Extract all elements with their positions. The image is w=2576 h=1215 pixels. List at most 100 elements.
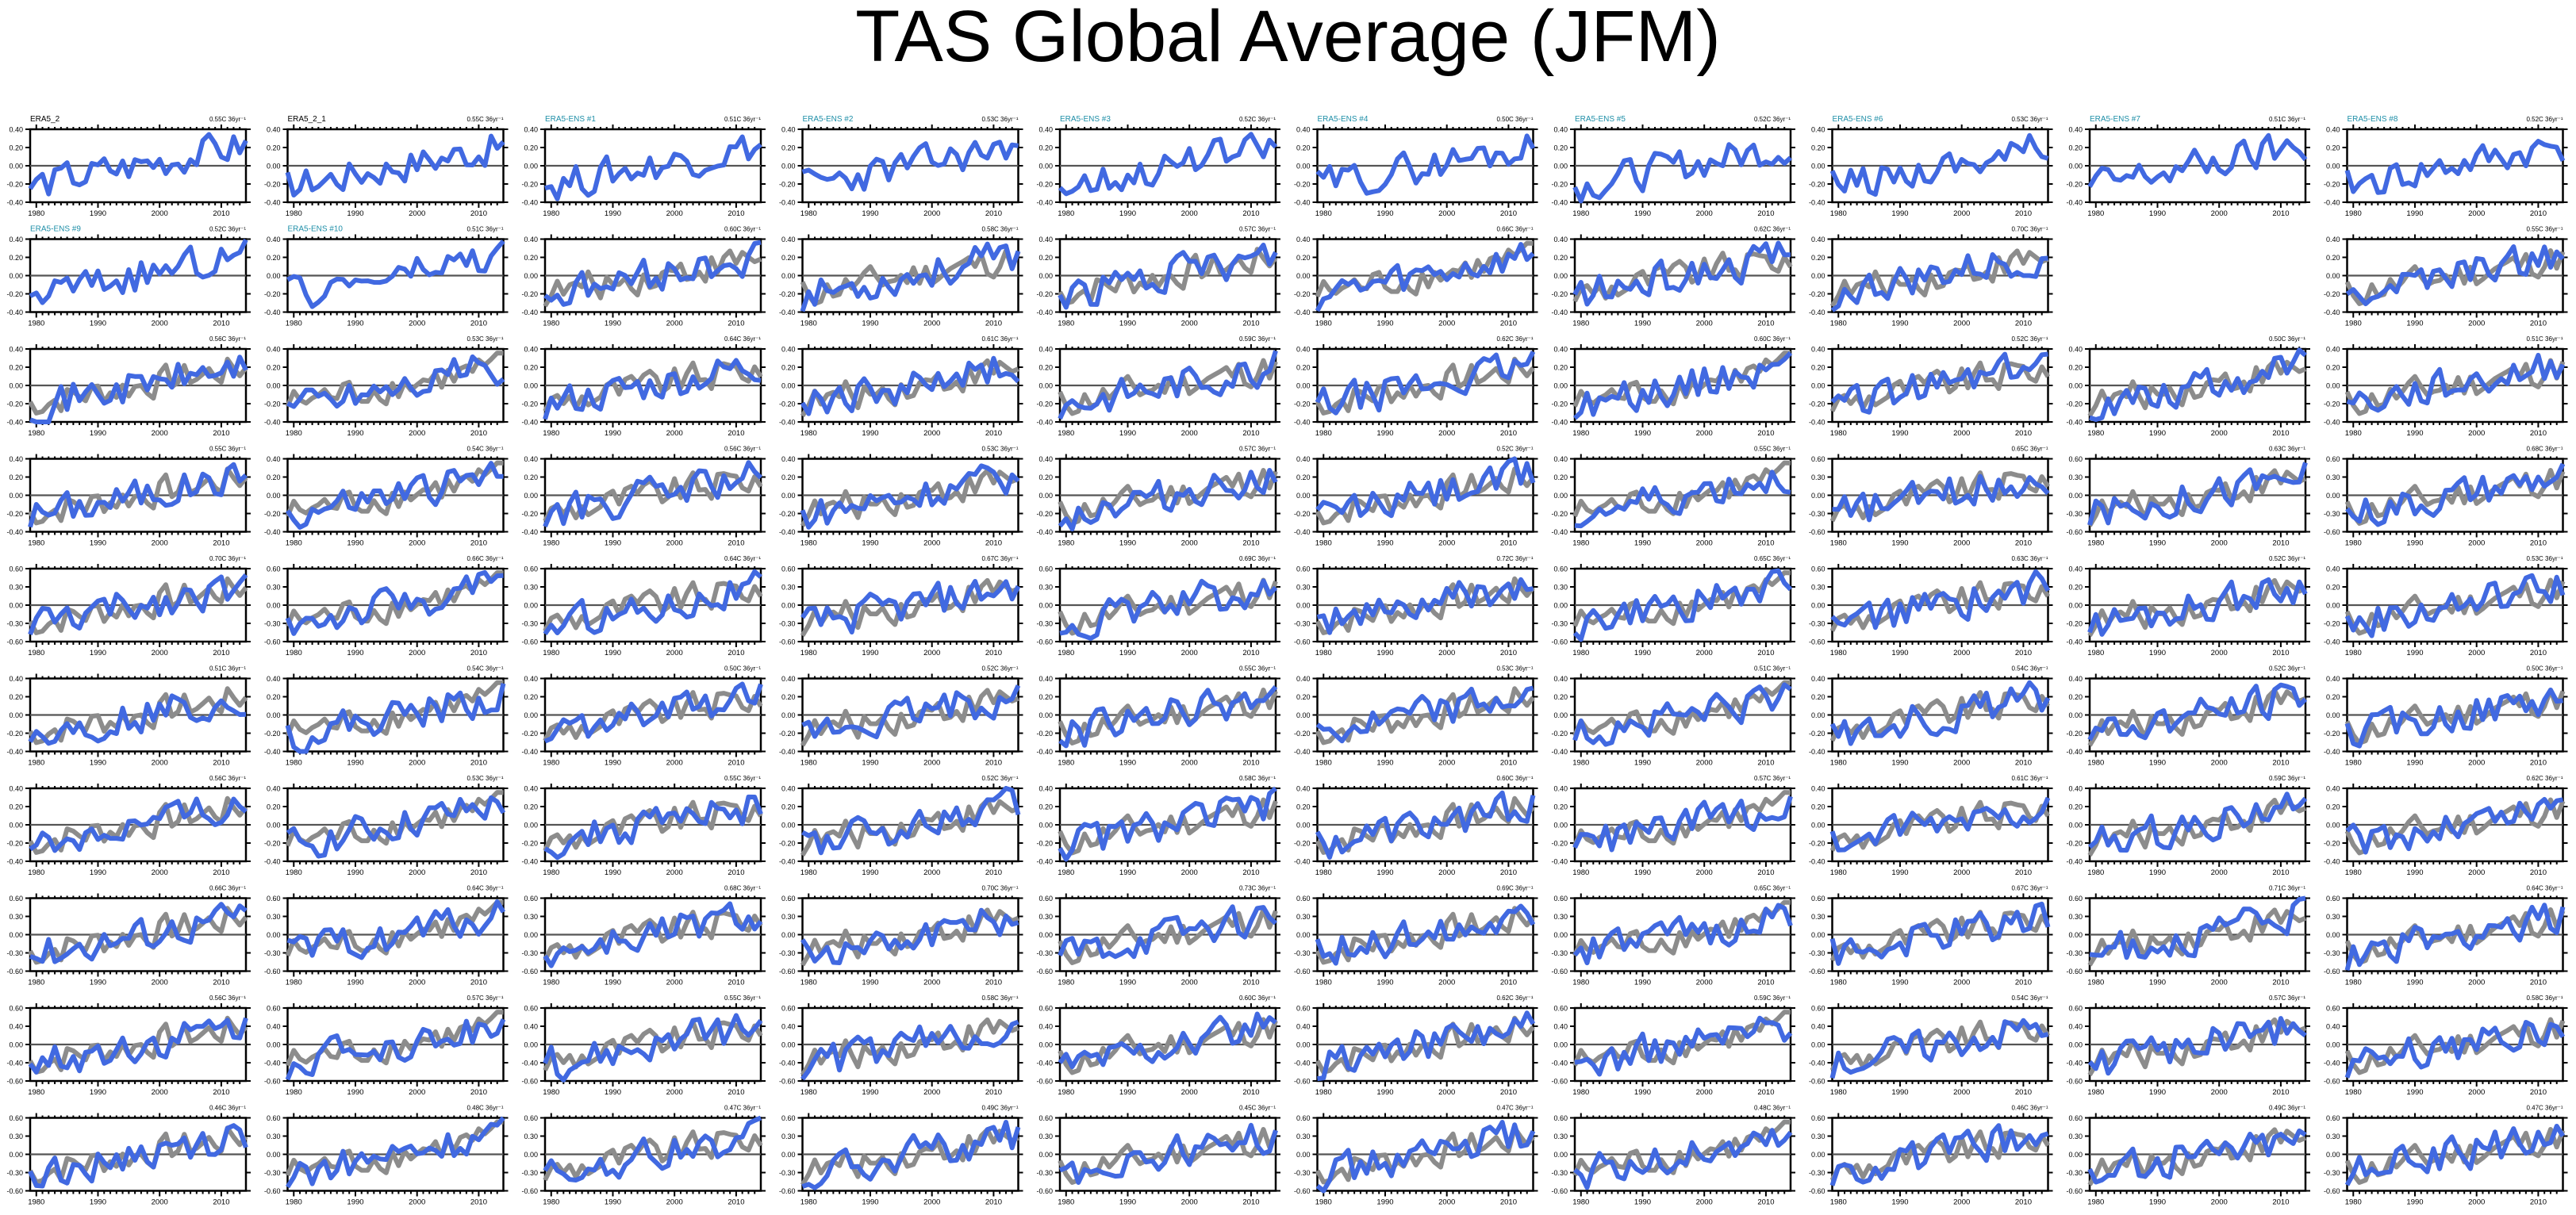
observed-series-line [1572,251,1793,303]
y-tick-label: 0.40 [524,455,538,463]
y-tick-label: 0.40 [267,455,281,463]
y-tick-label: -0.20 [779,181,796,189]
y-tick-label: 0.40 [524,346,538,354]
x-tick-label: 1990 [1376,429,1393,438]
y-tick-label: 0.00 [9,382,23,390]
y-tick-label: 0.40 [781,236,796,243]
panel-trend: 0.53C 36yr⁻¹ [981,446,1018,453]
y-tick-label: 0.40 [2068,346,2083,354]
panel: 1980 1990 2000 2010 0.40 0.20 0.00 -0.20 -0.40 0.… [6,446,251,548]
observed-series-line [285,680,504,738]
model-series-line [1059,578,1278,641]
panel: 1980 1990 2000 2010 0.40 0.20 0.00 -0.20 -0.40 0.… [779,335,1023,438]
y-tick-label: 0.20 [9,144,23,152]
panel: 1980 1990 2000 2010 0.60 0.30 0.00 -0.30 -0.60 0.… [6,555,251,657]
y-tick-label: 0.40 [267,346,281,354]
x-tick-label: 2000 [2468,429,2485,438]
model-series-line [1572,142,1793,204]
y-tick-label: 0.30 [1553,584,1568,592]
y-tick-label: -0.40 [521,419,538,427]
y-tick-label: 0.00 [781,272,796,280]
y-tick-label: 0.40 [9,236,23,243]
x-tick-label: 1980 [800,649,817,657]
model-series-line [2089,347,2307,422]
panel-trend: 0.53C 36yr⁻¹ [2526,555,2563,562]
y-tick-label: 0.30 [1811,584,1825,592]
panel-label: ERA5-ENS #5 [1575,115,1626,124]
model-series-line [1315,351,1536,416]
panel: 1980 1990 2000 2010 0.40 0.20 0.00 -0.20 -0.40 0.… [1551,226,1795,328]
panel-trend: 0.65C 36yr⁻¹ [2011,446,2048,453]
model-series-line [1058,350,1278,420]
observed-series-line [28,356,248,416]
y-tick-label: 0.20 [1811,364,1825,372]
y-tick-label: 0.00 [1296,272,1311,280]
panel-trend: 0.63C 36yr⁻¹ [2011,555,2048,562]
panel: 1980 1990 2000 2010 0.40 0.20 0.00 -0.20 -0.40 0.… [2066,555,2310,657]
y-tick-label: 0.40 [1038,126,1053,134]
y-tick-label: -0.20 [6,510,23,518]
y-tick-label: 0.20 [2326,254,2340,262]
x-tick-label: 1980 [1058,320,1074,328]
x-tick-label: 1980 [2087,209,2104,218]
y-tick-label: -0.20 [264,730,281,738]
y-tick-label: 0.40 [2068,126,2083,134]
x-tick-label: 1990 [90,429,106,438]
x-tick-label: 2010 [727,320,744,328]
y-tick-label: 0.00 [1296,382,1311,390]
y-tick-label: -0.30 [2066,510,2083,518]
y-tick-label: -0.40 [2066,638,2083,646]
panel-trend: 0.51C 36yr⁻¹ [466,226,503,233]
panel: 1980 1990 2000 2010 0.40 0.20 0.00 -0.20 -0.40 0.… [2066,335,2310,438]
y-tick-label: 0.60 [2326,455,2340,463]
observed-series-line [543,580,763,632]
model-series-line [543,240,762,307]
y-tick-label: -0.20 [1036,181,1053,189]
panel: 1980 1990 2000 2010 0.40 0.20 0.00 -0.20 -0.40 ER… [521,115,766,218]
x-tick-label: 2000 [923,759,940,768]
x-tick-label: 2000 [1438,209,1455,218]
y-tick-label: 0.00 [2068,492,2083,500]
x-tick-label: 2010 [470,539,487,548]
x-tick-label: 2000 [2468,539,2485,548]
y-tick-label: 0.00 [2068,163,2083,171]
x-tick-label: 1980 [2345,209,2362,218]
panel: 1980 1990 2000 2010 0.40 0.20 0.00 -0.20 -0.40 ER… [1294,115,1538,218]
x-tick-label: 2010 [2015,209,2032,218]
y-tick-label: -0.20 [779,401,796,408]
y-tick-label: -0.20 [6,290,23,298]
x-tick-label: 2010 [2530,429,2547,438]
panel-trend: 0.64C 36yr⁻¹ [724,335,761,343]
x-tick-label: 1980 [800,429,817,438]
x-tick-label: 1990 [1634,539,1651,548]
x-tick-label: 1990 [605,539,621,548]
y-tick-label: 0.40 [9,126,23,134]
x-tick-label: 1980 [543,320,559,328]
y-tick-label: -0.40 [521,199,538,207]
x-tick-label: 1990 [2406,649,2423,657]
x-tick-label: 2000 [1181,429,1198,438]
y-tick-label: 0.00 [781,492,796,500]
y-tick-label: -0.40 [2324,309,2340,316]
observed-series-line [1829,360,2051,412]
y-tick-label: 0.20 [1553,254,1568,262]
x-tick-label: 1980 [1315,539,1332,548]
y-tick-label: -0.40 [779,528,796,536]
x-tick-label: 2010 [1500,539,1517,548]
x-tick-label: 1980 [1572,539,1589,548]
observed-series-line [2344,358,2566,416]
x-tick-label: 2000 [923,320,940,328]
x-tick-label: 2010 [213,429,229,438]
y-tick-label: 0.00 [781,382,796,390]
panel: 1980 1990 2000 2010 0.60 0.30 0.00 -0.30 -0.60 0.… [2066,446,2310,548]
y-tick-label: -0.20 [1551,181,1568,189]
panel: 1980 1990 2000 2010 0.40 0.20 0.00 -0.20 -0.40 0.… [1809,335,2053,438]
model-series-line [543,358,762,420]
model-series-line [285,569,504,636]
model-series-line [29,238,248,305]
x-tick-label: 2000 [666,759,683,768]
y-tick-label: 0.60 [1038,565,1053,573]
x-tick-label: 1990 [1634,320,1651,328]
y-tick-label: 0.40 [1296,236,1311,243]
x-tick-label: 1990 [347,759,363,768]
